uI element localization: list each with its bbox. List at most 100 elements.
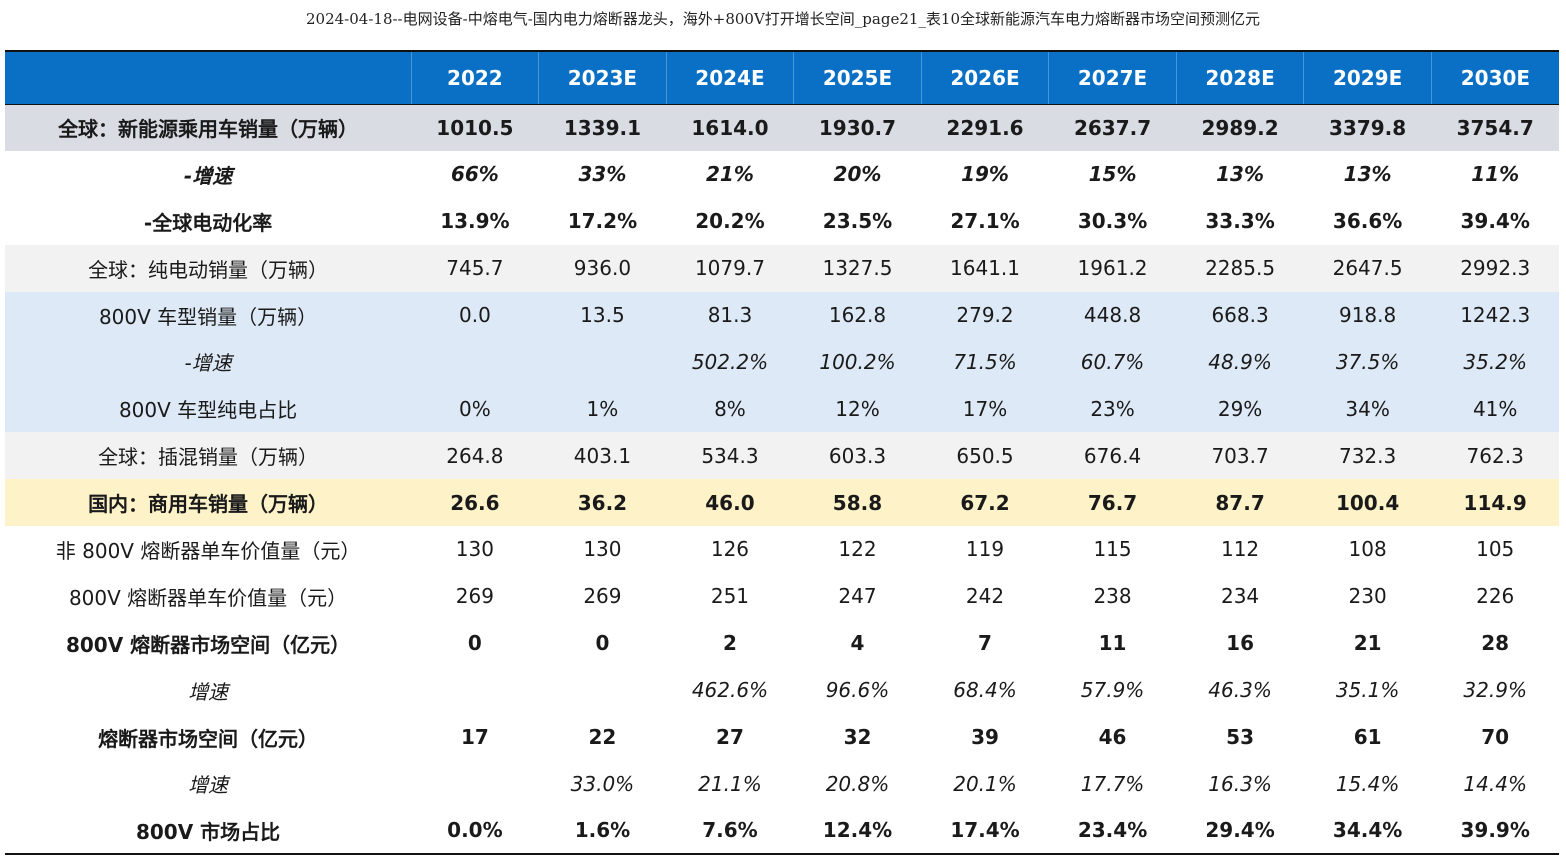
market-forecast-table: 2022 2023E 2024E 2025E 2026E 2027E 2028E…: [5, 50, 1559, 856]
table-cell: 100.2%: [819, 349, 896, 374]
table-cell: 2285.5: [1205, 256, 1276, 281]
table-cell: 234: [1220, 584, 1260, 609]
row-label: 增速: [188, 679, 229, 704]
table-cell: 61: [1353, 725, 1382, 750]
table-cell: 17.4%: [921, 807, 1049, 856]
row-global-electrification-rate: -全球电动化率 13.9% 17.2% 20.2% 23.5% 27.1% 30.3% 33.…: [5, 197, 1559, 245]
row-label: 800V 车型纯电占比: [118, 398, 298, 423]
table-cell: 668.3: [1211, 303, 1269, 327]
row-label: -增速: [183, 163, 233, 188]
table-cell: 745.7: [446, 256, 504, 281]
table-cell: 126: [710, 537, 750, 562]
row-800v-fuse-value: 800V 熔断器单车价值量（元） 269 269 251 247 242 238 234 230…: [5, 572, 1559, 620]
table-cell: 242: [965, 584, 1005, 609]
table-cell: 226: [1476, 584, 1515, 609]
table-cell: 36.2: [577, 490, 628, 515]
table-cell: [411, 338, 539, 385]
header-year: 2023E: [538, 50, 667, 105]
table-cell: 114.9: [1463, 490, 1527, 515]
row-non-800v-fuse-value: 非 800V 熔断器单车价值量（元） 130 130 126 122 119 115 112 1…: [5, 526, 1559, 573]
table-cell: 13%: [1216, 162, 1265, 187]
table-cell: 36.6%: [1332, 209, 1403, 234]
table-cell: 87.7: [1215, 490, 1265, 515]
table-cell: 264.8: [446, 443, 504, 468]
table-cell: 8%: [714, 396, 746, 421]
row-800v-model-sales: 800V 车型销量（万辆） 0.0 13.5 81.3 162.8 279.2 448.8 6…: [5, 291, 1559, 339]
table-cell: 2992.3: [1460, 256, 1531, 281]
table-cell: 12.4%: [793, 807, 922, 856]
table-cell: [539, 338, 667, 385]
row-800v-fuse-market-growth: 增速 462.6% 96.6% 68.4% 57.9% 46.3% 35.1% 32.9%: [5, 666, 1559, 714]
table-cell: 11%: [1471, 162, 1520, 187]
table-cell: 13%: [1343, 162, 1392, 187]
table-cell: 676.4: [1083, 443, 1142, 468]
row-fuse-market: 熔断器市场空间（亿元） 17 22 27 32 39 46 53 61 70: [5, 713, 1559, 761]
table-cell: 2637.7: [1073, 115, 1152, 140]
table-cell: 0: [467, 631, 482, 656]
header-year: 2027E: [1048, 50, 1177, 105]
header-year: 2029E: [1303, 50, 1432, 105]
table-cell: 35.2%: [1463, 349, 1527, 374]
table-cell: 23.5%: [822, 209, 893, 234]
table-cell: 34.4%: [1303, 807, 1432, 856]
table-cell: 27: [716, 725, 744, 750]
row-800v-market-share: 800V 市场占比 0.0% 1.6% 7.6% 12.4% 17.4% 23.4% 29.4…: [5, 807, 1559, 856]
table-cell: 33.0%: [570, 771, 635, 796]
table-cell: 20.1%: [953, 771, 1017, 796]
table-cell: 1641.1: [950, 256, 1020, 281]
table-cell: 60.7%: [1080, 349, 1145, 374]
table-cell: 7.6%: [666, 807, 794, 856]
table-cell: 46.0: [705, 490, 755, 515]
table-cell: 67.2: [960, 490, 1010, 515]
table-cell: 1.6%: [538, 807, 667, 856]
row-nev-growth: -增速 66% 33% 21% 20% 19% 15% 13% 13% 11%: [5, 150, 1559, 198]
table-cell: 20.8%: [825, 771, 890, 796]
table-cell: 33.3%: [1205, 209, 1275, 234]
table-cell: 105: [1476, 537, 1515, 562]
table-cell: 502.2%: [691, 349, 769, 374]
table-cell: 34%: [1345, 396, 1390, 421]
table-cell: 20.2%: [695, 209, 765, 234]
header-year: 2022: [410, 50, 539, 105]
table-cell: 32: [843, 725, 872, 750]
table-cell: 15.4%: [1335, 771, 1400, 796]
header-year: 2024E: [665, 50, 794, 105]
table-cell: 108: [1348, 537, 1387, 562]
table-cell: 17%: [962, 396, 1008, 421]
table-cell: 1%: [586, 396, 619, 421]
row-label: 国内：商用车销量（万辆）: [88, 492, 329, 517]
header-year: 2030E: [1430, 50, 1559, 105]
table-cell: 238: [1093, 584, 1132, 609]
table-cell: 0.0: [458, 303, 491, 327]
table-cell: 1327.5: [822, 256, 893, 281]
table-cell: 39: [971, 725, 999, 750]
table-cell: 14.4%: [1463, 771, 1527, 796]
document-title: 2024-04-18--电网设备-中熔电气-国内电力熔断器龙头，海外+800V打…: [306, 10, 1260, 28]
table-cell: 0: [595, 631, 610, 656]
table-cell: 46.3%: [1208, 678, 1272, 703]
table-cell: 1339.1: [563, 115, 642, 140]
table-cell: 269: [455, 584, 494, 609]
row-label: 增速: [188, 773, 229, 798]
table-cell: 13.5: [580, 303, 625, 327]
row-label: 熔断器市场空间（亿元）: [98, 726, 319, 751]
row-800v-growth: -增速 502.2% 100.2% 71.5% 60.7% 48.9% 37.5% 35.2%: [5, 338, 1559, 386]
table-cell: 53: [1226, 725, 1254, 750]
header-year: 2026E: [920, 50, 1049, 105]
row-global-phev-sales: 全球：插混销量（万辆） 264.8 403.1 534.3 603.3 650.5 676.…: [5, 432, 1559, 480]
table-cell: 1614.0: [691, 115, 769, 140]
row-label: 非 800V 熔断器单车价值量（元）: [55, 538, 361, 563]
table-cell: 0%: [459, 396, 491, 421]
table-cell: 33%: [578, 162, 627, 187]
table-cell: 29.4%: [1176, 807, 1304, 856]
table-cell: 16.3%: [1208, 771, 1272, 796]
table-cell: 3379.8: [1329, 115, 1407, 140]
table-cell: 21%: [706, 162, 754, 187]
table-cell: 247: [838, 584, 877, 609]
table-cell: 32.9%: [1463, 678, 1527, 703]
table-cell: 918.8: [1338, 303, 1397, 327]
table-cell: [411, 667, 539, 714]
table-cell: 650.5: [956, 443, 1014, 468]
table-cell: 2989.2: [1201, 115, 1279, 140]
table-cell: 13.9%: [440, 209, 510, 234]
